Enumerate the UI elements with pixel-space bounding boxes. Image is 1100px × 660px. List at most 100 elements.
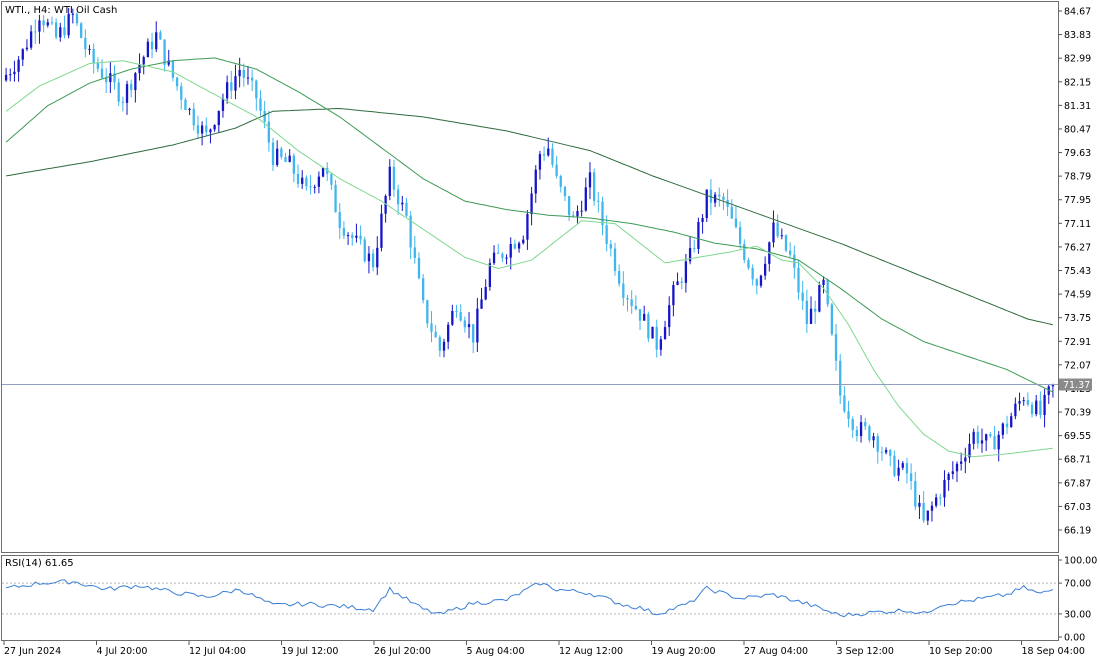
candle-body	[930, 505, 934, 511]
candle-body	[238, 69, 241, 77]
candle-body	[413, 247, 416, 258]
price-tick-label: 79.63	[1064, 148, 1091, 159]
candle-body	[530, 193, 533, 215]
time-tick-label: 19 Aug 20:00	[652, 646, 716, 657]
candle-body	[422, 278, 425, 301]
candle-body	[588, 172, 592, 188]
candle-body	[709, 189, 713, 203]
candle-body	[847, 411, 850, 419]
price-tick-label: 84.67	[1064, 7, 1091, 18]
candle-body	[672, 284, 675, 306]
candle-body	[968, 443, 971, 458]
rsi-panel-frame	[1, 555, 1059, 641]
candle-body	[705, 189, 708, 218]
candle-body	[426, 300, 429, 324]
candle-body	[71, 13, 74, 15]
main-chart-frame	[1, 1, 1059, 553]
candle-body	[430, 323, 433, 332]
rsi-line	[5, 579, 1054, 618]
candle-body	[542, 154, 546, 156]
candle-body	[251, 77, 254, 81]
candle-body	[25, 47, 29, 50]
candle-body	[88, 48, 91, 50]
candle-body	[255, 80, 258, 99]
candle-body	[367, 253, 371, 262]
candle-body	[789, 250, 792, 255]
candle-body	[346, 235, 350, 237]
candle-body	[884, 450, 888, 453]
candle-body	[793, 254, 796, 268]
candle-body	[889, 450, 892, 456]
candle-body	[726, 199, 729, 207]
time-tick-label: 27 Jun 2024	[4, 646, 61, 657]
candle-body	[563, 186, 567, 197]
candle-body	[864, 422, 867, 427]
candle-body	[1039, 400, 1042, 416]
candle-body	[1051, 384, 1055, 387]
time-tick-label: 3 Sep 12:00	[837, 646, 894, 657]
candle-body	[67, 13, 70, 36]
candle-body	[834, 334, 838, 361]
candle-body	[897, 467, 900, 476]
candle-body	[242, 69, 245, 78]
price-tick-label: 73.75	[1064, 313, 1091, 324]
candle-body	[868, 426, 871, 441]
candle-body	[751, 267, 754, 280]
candle-body	[138, 64, 141, 74]
candle-body	[1026, 400, 1030, 405]
candle-body	[572, 215, 575, 217]
candle-body	[267, 121, 270, 143]
rsi-series-layer	[2, 579, 1058, 618]
price-tick-label: 82.99	[1064, 54, 1091, 65]
candle-body	[54, 22, 58, 38]
candle-body	[747, 259, 750, 268]
candle-body	[693, 248, 696, 250]
candle-body	[447, 324, 450, 342]
candle-body	[505, 257, 508, 259]
candle-body	[259, 98, 262, 111]
candle-body	[159, 32, 162, 40]
candle-body	[146, 41, 150, 58]
moving-average-slow-line	[6, 107, 1054, 326]
candle-body	[188, 108, 191, 110]
candle-body	[738, 227, 742, 244]
candle-body	[150, 41, 154, 50]
candle-body	[597, 200, 600, 202]
candle-body	[296, 173, 300, 184]
candle-body	[985, 434, 988, 441]
candle-body	[955, 463, 959, 472]
candle-body	[409, 215, 412, 248]
candle-body	[130, 84, 133, 91]
candle-body	[455, 311, 458, 313]
candle-body	[576, 211, 579, 217]
candle-body	[951, 471, 954, 475]
candle-body	[192, 108, 195, 126]
time-tick-label: 12 Jul 04:00	[189, 646, 246, 657]
candle-body	[743, 243, 746, 260]
candle-body	[592, 172, 596, 201]
candle-body	[105, 77, 108, 83]
candle-body	[676, 281, 679, 285]
candle-body	[584, 187, 587, 211]
candle-body	[309, 186, 312, 188]
candle-body	[301, 177, 304, 184]
candle-body	[989, 434, 992, 437]
candle-body	[492, 252, 496, 264]
axes-layer: 84.67 83.83 82.99 82.15 81.31 80.47 79.63 78.79…	[3, 7, 1097, 657]
candle-body	[284, 156, 287, 162]
candle-body	[100, 68, 104, 78]
candle-body	[280, 148, 283, 157]
candle-body	[288, 155, 291, 162]
candle-body	[513, 244, 517, 249]
candle-body	[276, 148, 279, 166]
candle-body	[75, 13, 79, 24]
candle-body	[651, 326, 654, 339]
price-tick-label: 78.79	[1064, 172, 1091, 183]
candle-body	[659, 339, 663, 350]
candle-body	[13, 71, 16, 75]
candle-body	[163, 39, 166, 65]
candle-body	[1005, 423, 1009, 428]
candle-body	[313, 186, 316, 188]
candle-body	[205, 125, 208, 133]
